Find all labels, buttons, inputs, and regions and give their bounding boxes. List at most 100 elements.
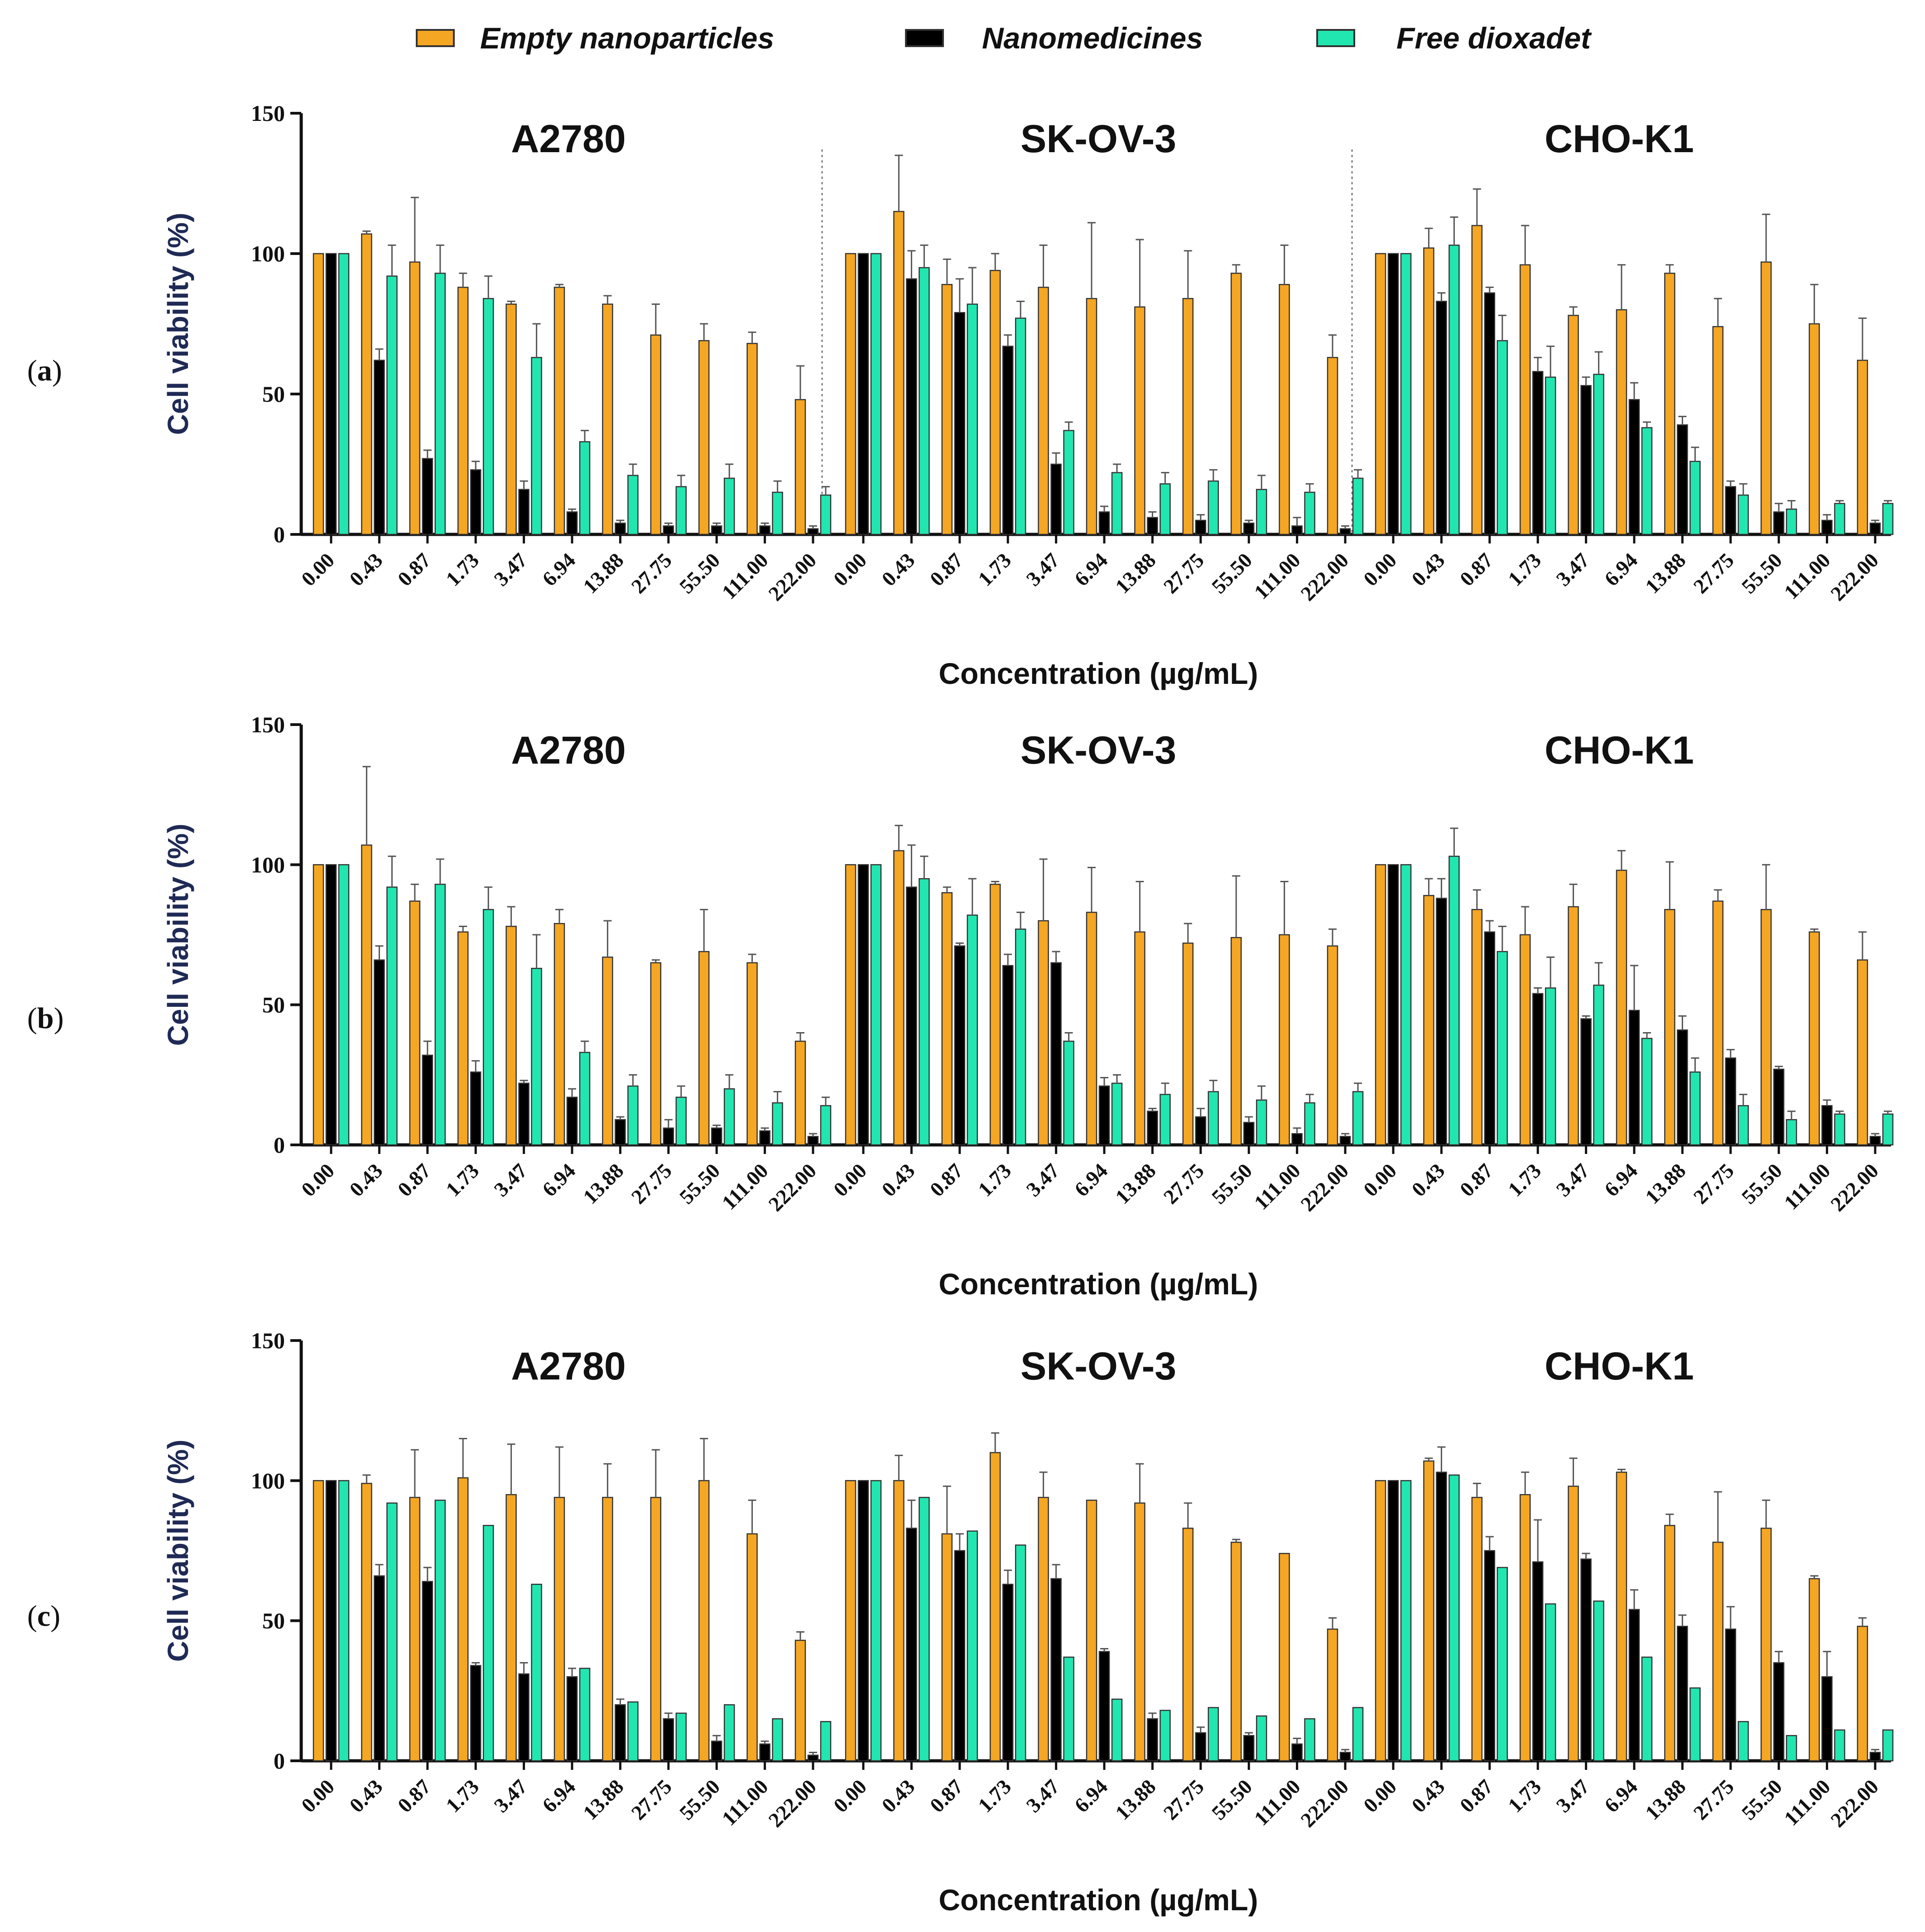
group-title: CHO-K1 [1545,117,1694,161]
bar-empty [989,884,1001,1146]
bar-nano [1532,371,1544,535]
bar-free [1015,317,1026,535]
x-tick-label: 222.00 [1296,1775,1353,1832]
bar-free [870,864,882,1146]
bar-nano [470,1071,481,1146]
x-tick-label: 111.00 [717,548,773,604]
x-tick-label: 13.88 [1641,1775,1690,1824]
x-tick-label: 13.88 [578,1775,628,1824]
bar-nano [759,1743,770,1762]
bar-nano [1677,1625,1688,1762]
bar-nano [1243,1122,1255,1146]
bar-empty [1760,1528,1772,1762]
bar-nano [1436,1471,1447,1762]
bar-free [1882,503,1894,535]
bar-free [723,477,735,535]
x-tick-label: 27.75 [1689,1775,1738,1824]
group-title: CHO-K1 [1545,729,1694,772]
bar-nano [906,886,917,1146]
bar-nano [1773,511,1785,535]
x-tick-label: 55.50 [1207,1775,1256,1824]
bar-empty [794,1040,806,1146]
bar-nano [374,1575,385,1762]
bar-nano [1484,292,1496,535]
bar-free [1689,1071,1701,1146]
bar-nano [1628,399,1640,535]
bar-free [1882,1729,1894,1762]
bar-empty [746,962,758,1146]
bar-empty [1712,326,1724,535]
panel-label-letter: a [37,354,52,387]
bar-empty [1038,287,1049,535]
bar-free [386,275,398,535]
group-sk-ov-3: SK-OV-3 0.00 0.43 0.87 1.73 3.47 6.9413.8827.7… [829,117,1364,606]
bar-free [772,1718,783,1762]
bar-free [1352,1091,1364,1146]
x-tick-label: 55.50 [1737,1159,1786,1208]
bar-free [1737,1105,1749,1146]
bar-nano [566,511,578,535]
bar-empty [698,340,710,535]
bar-nano [954,1550,966,1762]
x-axis-label: Concentration (µg/mL) [938,1883,1258,1917]
x-tick-label: 3.47 [490,1775,532,1817]
x-tick-label: 13.88 [578,548,628,598]
x-tick-label: 0.87 [393,1159,435,1201]
bar-empty [893,1480,905,1762]
bar-nano [1002,346,1014,535]
bar-nano [1725,1057,1737,1146]
y-tick-label: 0 [274,522,285,547]
bar-nano [1436,898,1447,1146]
bar-nano [1580,1558,1592,1762]
bar-empty [941,284,953,535]
bar-empty [1519,934,1531,1146]
legend-swatch-empty [416,29,455,47]
bar-free [1449,855,1460,1146]
bar-free [1449,245,1460,535]
bar-free [1641,427,1653,535]
bar-empty [1279,284,1290,535]
bar-empty [1230,273,1242,535]
bar-free [1545,1603,1556,1762]
bar-nano [1339,528,1351,535]
bar-free [1689,1687,1701,1762]
bar-nano [422,458,433,535]
bar-free [1785,508,1797,535]
bar-free [1111,472,1123,535]
bar-nano [470,469,481,535]
x-tick-label: 0.87 [1455,1775,1497,1817]
bar-empty [457,931,469,1146]
bar-free [1545,376,1556,535]
bar-free [1497,340,1508,535]
bar-free [1352,477,1364,535]
bar-free [627,1085,639,1146]
bar-empty [1616,870,1627,1146]
x-tick-label: 3.47 [1022,1159,1064,1201]
bar-nano [615,1119,626,1146]
x-tick-label: 13.88 [1111,1775,1160,1824]
bar-nano [1291,1743,1303,1762]
y-tick-label: 50 [262,992,285,1018]
bar-free [1593,374,1604,535]
x-tick-label: 1.73 [973,548,1015,591]
bar-free [1545,987,1556,1146]
bar-nano [1436,301,1447,535]
bar-empty [1712,900,1724,1146]
x-tick-label: 111.00 [1780,1159,1835,1214]
bar-free [1304,491,1315,535]
bar-free [1256,1099,1267,1146]
x-tick-label: 6.94 [1600,548,1642,591]
bar-empty [1134,931,1145,1146]
bar-empty [893,850,905,1146]
bar-empty [1375,864,1386,1146]
bar-free [434,1499,446,1762]
bar-empty [1038,1497,1049,1762]
bar-nano [518,489,529,535]
bar-empty [1279,1552,1290,1762]
bar-nano [1050,463,1062,535]
x-tick-label: 55.50 [675,1159,724,1208]
x-tick-label: 13.88 [1111,548,1160,598]
bar-nano [1147,517,1158,535]
